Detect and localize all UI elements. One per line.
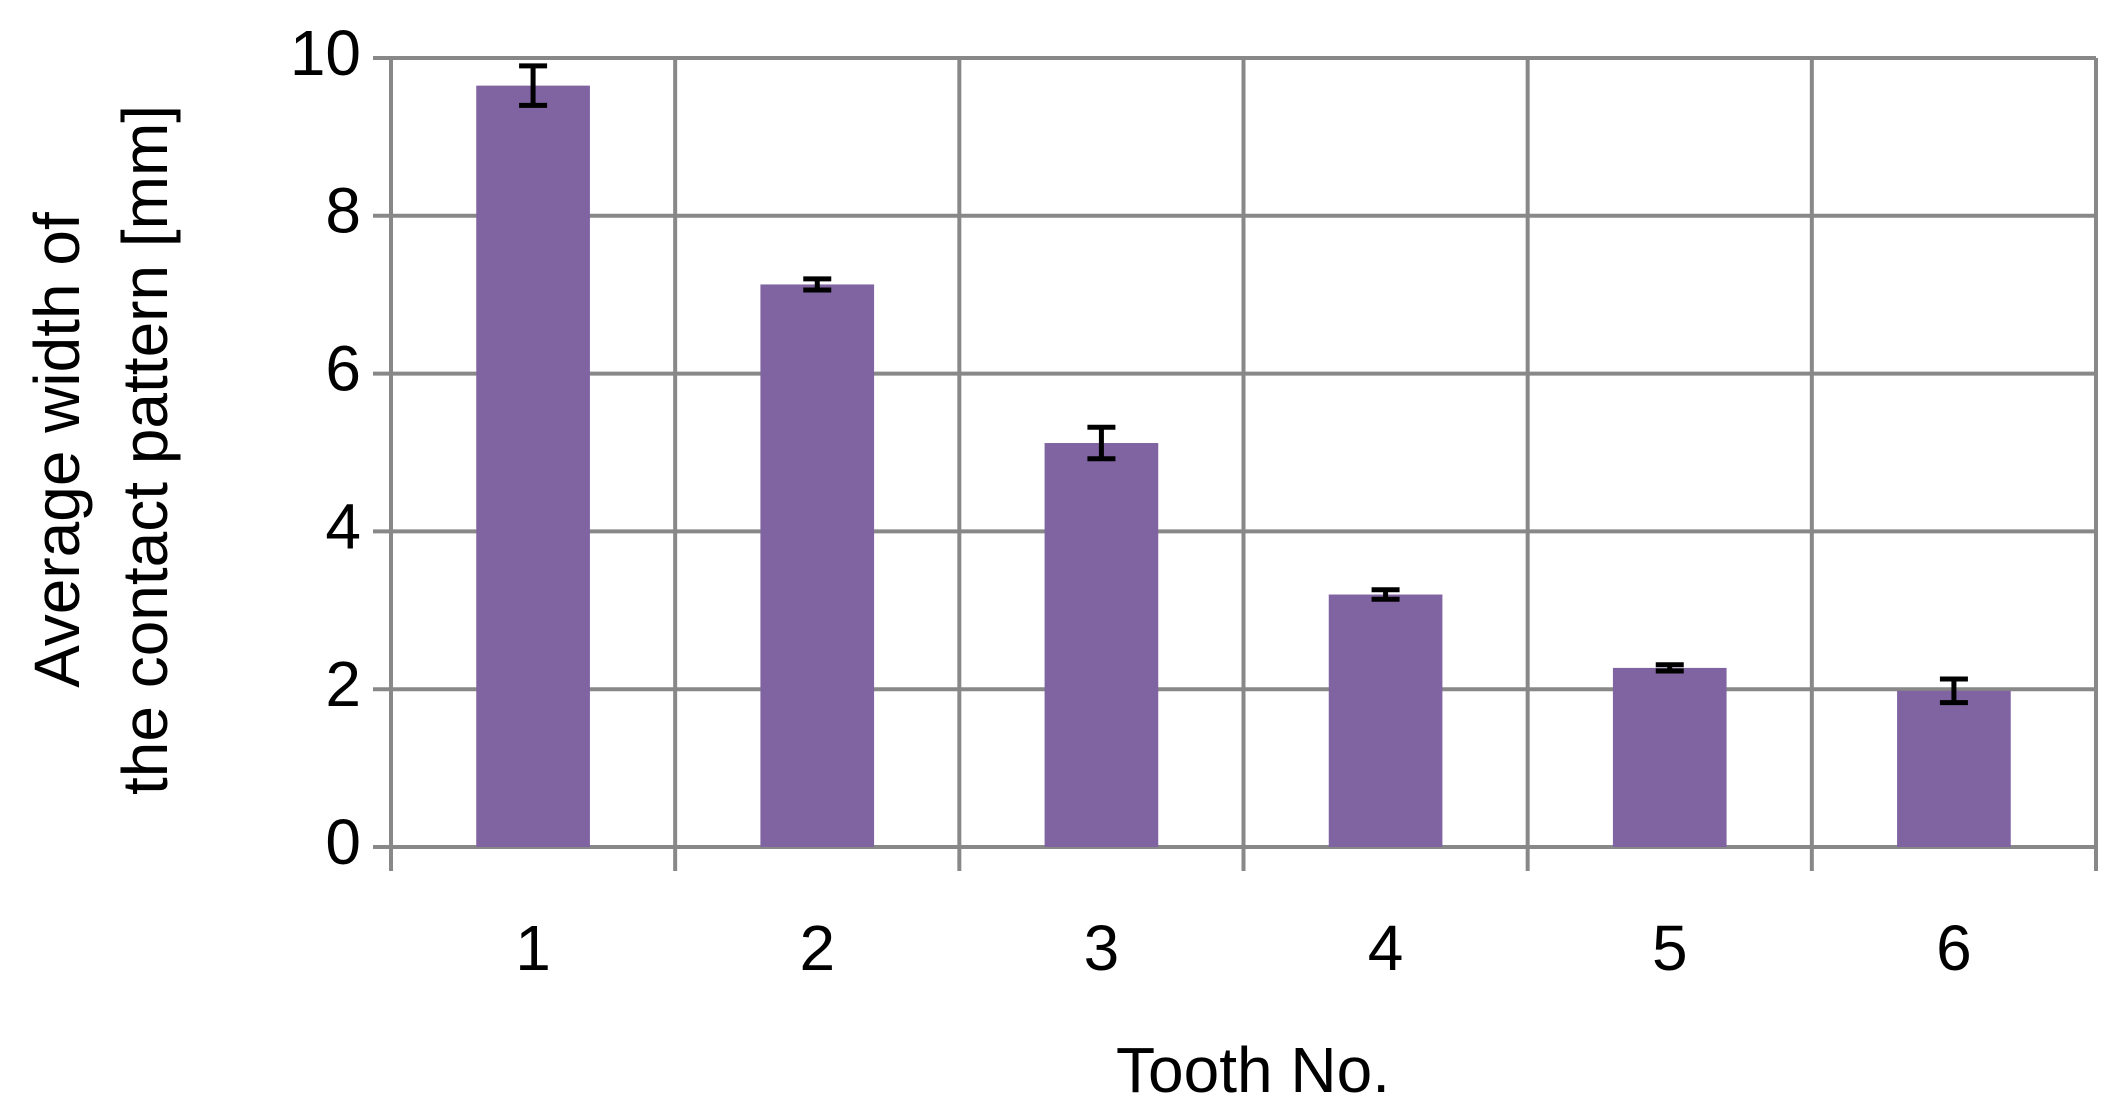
y-tick-label: 0 — [325, 806, 361, 878]
bar — [1328, 594, 1443, 847]
bar — [476, 85, 590, 848]
error-bar — [803, 276, 832, 293]
x-tick-label: 1 — [515, 912, 551, 984]
error-bar — [1371, 587, 1400, 602]
x-tick-label: 3 — [1084, 912, 1120, 984]
x-tick-label: 5 — [1652, 912, 1688, 984]
bar — [760, 284, 875, 847]
error-bar — [519, 63, 548, 108]
y-tick-label: 10 — [290, 17, 361, 89]
y-tick-label: 8 — [325, 175, 361, 247]
bar — [1612, 667, 1727, 847]
error-bar — [1087, 424, 1116, 462]
y-axis-title: the contact pattern [mm] — [109, 105, 181, 795]
x-tick-label: 6 — [1936, 912, 1972, 984]
x-axis-title: Tooth No. — [1116, 1034, 1390, 1106]
error-bar — [1655, 662, 1684, 674]
x-tick-label: 2 — [799, 912, 835, 984]
x-tick-label: 4 — [1368, 912, 1404, 984]
y-axis-title: Average width of — [21, 212, 93, 688]
y-tick-label: 6 — [325, 333, 361, 405]
bar — [1897, 690, 2011, 847]
bar — [1044, 443, 1159, 847]
error-bar — [1939, 676, 1968, 706]
y-tick-label: 2 — [325, 648, 361, 720]
y-tick-label: 4 — [325, 490, 361, 562]
